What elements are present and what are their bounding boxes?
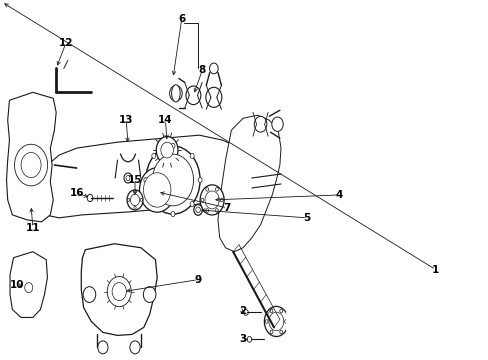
- Text: 15: 15: [127, 175, 142, 185]
- Circle shape: [171, 143, 175, 148]
- Text: 4: 4: [335, 190, 343, 200]
- Text: 13: 13: [119, 115, 133, 125]
- Circle shape: [205, 188, 208, 191]
- Circle shape: [140, 198, 142, 201]
- Text: 12: 12: [59, 37, 73, 48]
- Circle shape: [112, 283, 126, 301]
- Text: 7: 7: [223, 203, 230, 213]
- Circle shape: [204, 191, 219, 209]
- Circle shape: [145, 146, 200, 214]
- Circle shape: [126, 175, 130, 180]
- Circle shape: [271, 117, 283, 131]
- Circle shape: [215, 188, 218, 191]
- Circle shape: [220, 198, 223, 202]
- Circle shape: [134, 190, 136, 193]
- Text: 14: 14: [158, 115, 172, 125]
- Circle shape: [21, 153, 41, 177]
- Circle shape: [143, 173, 171, 207]
- Circle shape: [127, 190, 142, 210]
- Text: 16: 16: [69, 188, 84, 198]
- Text: 11: 11: [25, 223, 40, 233]
- Circle shape: [279, 330, 282, 334]
- Circle shape: [284, 320, 287, 323]
- Circle shape: [209, 63, 218, 74]
- Circle shape: [161, 142, 173, 158]
- Circle shape: [171, 212, 175, 217]
- Circle shape: [205, 209, 208, 212]
- Circle shape: [143, 177, 147, 183]
- Circle shape: [190, 153, 194, 158]
- Circle shape: [243, 310, 248, 315]
- Circle shape: [201, 198, 203, 202]
- Circle shape: [130, 194, 139, 206]
- Circle shape: [83, 287, 96, 302]
- Circle shape: [143, 287, 156, 302]
- Circle shape: [198, 177, 202, 183]
- Circle shape: [124, 173, 132, 183]
- Circle shape: [264, 306, 288, 337]
- Circle shape: [25, 283, 33, 293]
- Circle shape: [156, 136, 178, 164]
- Circle shape: [193, 204, 202, 215]
- Polygon shape: [81, 244, 157, 336]
- Circle shape: [130, 341, 140, 354]
- Circle shape: [107, 276, 131, 307]
- Text: 8: 8: [198, 66, 205, 76]
- Text: 1: 1: [431, 265, 439, 275]
- Polygon shape: [10, 252, 47, 318]
- Text: 2: 2: [239, 306, 246, 316]
- Circle shape: [15, 144, 47, 186]
- Circle shape: [264, 320, 267, 323]
- Circle shape: [254, 116, 266, 132]
- Circle shape: [87, 194, 93, 202]
- Circle shape: [195, 207, 200, 213]
- Circle shape: [269, 309, 272, 313]
- Text: 10: 10: [10, 280, 24, 289]
- Circle shape: [151, 202, 156, 207]
- Polygon shape: [218, 115, 281, 252]
- Circle shape: [98, 341, 108, 354]
- Circle shape: [247, 337, 251, 342]
- Polygon shape: [6, 92, 56, 222]
- Text: 6: 6: [178, 14, 185, 24]
- Circle shape: [185, 86, 201, 105]
- Circle shape: [279, 309, 282, 313]
- Ellipse shape: [171, 85, 180, 102]
- Polygon shape: [39, 135, 254, 218]
- Circle shape: [151, 153, 156, 158]
- Circle shape: [205, 87, 222, 107]
- Circle shape: [169, 85, 182, 101]
- Text: 9: 9: [194, 275, 201, 285]
- Circle shape: [190, 202, 194, 207]
- Circle shape: [269, 330, 272, 334]
- Circle shape: [134, 206, 136, 209]
- Circle shape: [127, 198, 130, 201]
- Circle shape: [215, 209, 218, 212]
- Circle shape: [152, 154, 193, 206]
- Text: 3: 3: [239, 334, 246, 345]
- Text: 5: 5: [303, 213, 310, 223]
- Circle shape: [139, 168, 175, 212]
- Circle shape: [268, 312, 283, 331]
- Circle shape: [200, 185, 224, 215]
